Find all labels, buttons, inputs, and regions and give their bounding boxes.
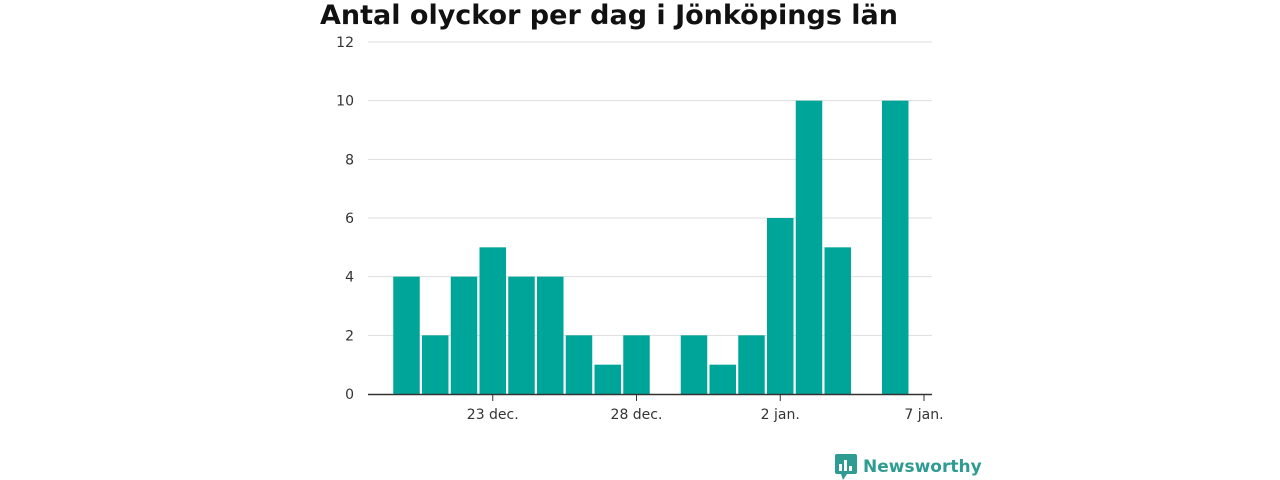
bar bbox=[680, 335, 708, 394]
bar bbox=[882, 100, 909, 395]
bar bbox=[738, 335, 765, 394]
x-tick-label: 7 jan. bbox=[904, 407, 943, 423]
bar bbox=[623, 335, 650, 394]
y-tick-label: 8 bbox=[345, 152, 354, 168]
y-tick-label: 6 bbox=[345, 211, 354, 227]
y-tick-label: 0 bbox=[345, 387, 354, 403]
bar bbox=[824, 247, 851, 394]
chart-title: Antal olyckor per dag i Jönköpings län bbox=[320, 0, 898, 31]
bar bbox=[450, 276, 478, 394]
y-tick-label: 2 bbox=[345, 328, 354, 344]
bar-chart-speech-bubble-icon bbox=[835, 454, 857, 480]
bar bbox=[422, 335, 449, 394]
bar bbox=[479, 247, 506, 394]
bar bbox=[795, 100, 823, 395]
bar bbox=[393, 276, 420, 394]
y-tick-label: 10 bbox=[336, 94, 354, 110]
bar bbox=[709, 364, 736, 394]
x-tick-label: 2 jan. bbox=[761, 407, 800, 423]
x-tick-label: 23 dec. bbox=[467, 407, 519, 423]
x-tick-label: 28 dec. bbox=[611, 407, 663, 423]
y-tick-label: 12 bbox=[336, 35, 354, 51]
axes: 0 2 4 6 8 10 12 23 dec. 28 dec. 2 jan. 7 jan. bbox=[336, 35, 943, 423]
bar bbox=[508, 276, 535, 394]
bar bbox=[565, 335, 593, 394]
bars bbox=[393, 100, 909, 395]
bar bbox=[537, 276, 564, 394]
bar bbox=[594, 364, 621, 394]
newsworthy-logo: Newsworthy bbox=[835, 454, 982, 480]
brand-name: Newsworthy bbox=[863, 457, 982, 477]
y-tick-label: 4 bbox=[345, 270, 354, 286]
bar bbox=[767, 218, 794, 394]
